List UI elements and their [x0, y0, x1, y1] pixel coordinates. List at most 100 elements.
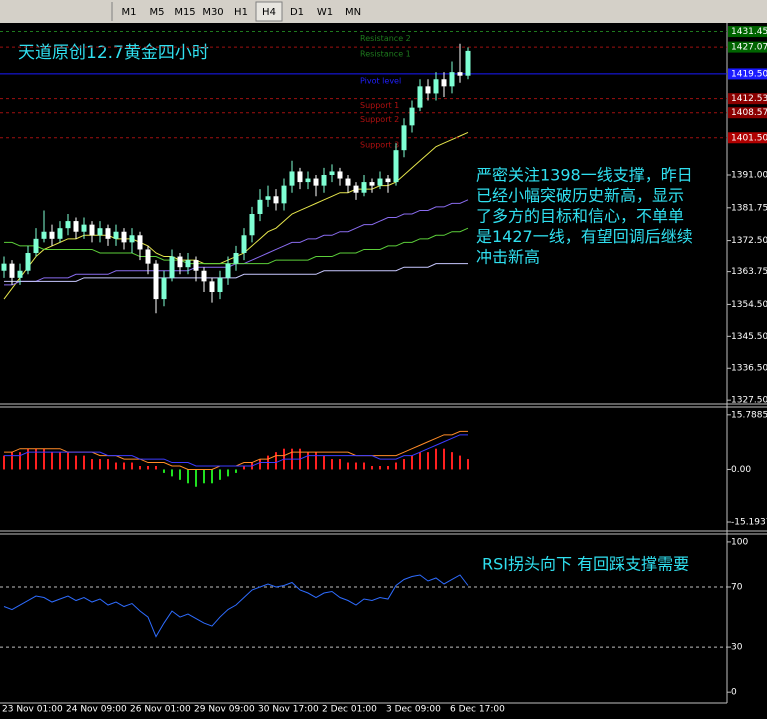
timeframe-label[interactable]: MN — [345, 7, 361, 18]
timeframe-label[interactable]: D1 — [290, 7, 304, 18]
timeframe-label[interactable]: H1 — [234, 7, 248, 18]
y-tick-label: 1372.50 — [731, 236, 767, 246]
histogram-bar — [363, 462, 365, 470]
y-tick-label: 1381.75 — [731, 203, 767, 213]
x-tick-label: 3 Dec 09:00 — [386, 705, 441, 715]
histogram-bar — [75, 455, 77, 470]
timeframe-button[interactable] — [255, 1, 283, 22]
histogram-bar — [323, 455, 325, 470]
histogram-bar — [459, 455, 461, 470]
annotation: 严密关注1398一线支撑，昨日 — [476, 166, 693, 185]
candle-body — [145, 249, 151, 264]
timeframe-button[interactable] — [172, 2, 198, 21]
timeframe-label[interactable]: M15 — [174, 7, 195, 18]
y-tick-label: 0.00 — [731, 465, 751, 475]
histogram-bar — [355, 462, 357, 470]
candle-body — [193, 260, 199, 271]
candle-body — [273, 196, 279, 204]
candle-body — [369, 182, 375, 186]
candle-body — [225, 263, 231, 278]
candle-body — [49, 231, 55, 239]
y-tick-label: 1354.50 — [731, 300, 767, 310]
candle-body — [361, 182, 367, 193]
histogram-bar — [275, 452, 277, 470]
y-tick-label: -15.1937 — [731, 518, 767, 528]
y-tick-label: 30 — [731, 643, 743, 653]
timeframe-label[interactable]: M1 — [122, 7, 137, 18]
x-tick-label: 6 Dec 17:00 — [450, 705, 505, 715]
histogram-bar — [171, 469, 173, 477]
level-value: 1408.57 — [731, 108, 767, 118]
histogram-bar — [403, 459, 405, 470]
candle-body — [25, 253, 31, 271]
candle-body — [305, 178, 311, 183]
level-label: Pivot level — [360, 76, 401, 85]
timeframe-label[interactable]: M5 — [150, 7, 165, 18]
candle-body — [385, 178, 391, 183]
histogram-bar — [19, 452, 21, 470]
level-value: 1427.07 — [731, 43, 767, 53]
timeframe-label[interactable]: M30 — [202, 7, 223, 18]
timeframe-button[interactable] — [116, 2, 142, 21]
histogram-bar — [243, 465, 245, 470]
timeframe-button[interactable] — [312, 2, 338, 21]
candle-body — [153, 263, 159, 300]
histogram-bar — [139, 465, 141, 470]
candle-body — [345, 178, 351, 186]
indicator-line — [3, 574, 469, 638]
candle-body — [121, 231, 127, 243]
histogram-bar — [59, 452, 61, 470]
histogram-bar — [51, 452, 53, 470]
candle-body — [73, 221, 79, 232]
candle-body — [353, 185, 359, 193]
timeframe-label[interactable]: W1 — [317, 7, 333, 18]
candle-body — [401, 125, 407, 151]
level-box — [728, 26, 767, 38]
histogram-bar — [379, 465, 381, 470]
histogram-bar — [187, 469, 189, 484]
timeframe-button[interactable] — [200, 2, 226, 21]
y-tick-label: 100 — [731, 537, 748, 547]
candle-body — [113, 231, 119, 239]
candle-body — [185, 260, 191, 268]
y-tick-label: 0 — [731, 688, 737, 698]
candle-body — [65, 221, 71, 229]
candle-body — [9, 263, 15, 278]
histogram-bar — [307, 452, 309, 470]
timeframe-button[interactable] — [228, 2, 254, 21]
level-label: Resistance 1 — [360, 50, 411, 59]
candle-body — [417, 86, 423, 108]
histogram-bar — [67, 452, 69, 470]
y-tick-label: 1363.75 — [731, 267, 767, 277]
annotation: 已经小幅突破历史新高，显示 — [476, 186, 684, 205]
candle-body — [177, 256, 183, 268]
level-label: Support 3 — [360, 140, 399, 149]
level-value: 1412.53 — [731, 94, 767, 104]
candle-body — [425, 86, 431, 94]
x-tick-label: 2 Dec 01:00 — [322, 705, 377, 715]
histogram-bar — [227, 469, 229, 477]
timeframe-button[interactable] — [284, 2, 310, 21]
candle-body — [433, 79, 439, 94]
candle-body — [441, 79, 447, 87]
candle-body — [233, 253, 239, 264]
x-tick-label: 26 Nov 01:00 — [130, 705, 191, 715]
candle-body — [257, 199, 263, 214]
y-tick-label: 70 — [731, 582, 743, 592]
level-value: 1419.50 — [731, 69, 767, 79]
candle-body — [313, 178, 319, 186]
histogram-bar — [43, 448, 45, 470]
timeframe-button[interactable] — [144, 2, 170, 21]
histogram-bar — [35, 448, 37, 470]
candle-body — [97, 228, 103, 236]
candle-body — [81, 224, 87, 232]
histogram-bar — [339, 459, 341, 470]
toolbar — [0, 0, 767, 23]
y-tick-label: 1391.00 — [731, 170, 767, 180]
timeframe-button[interactable] — [340, 2, 366, 21]
candle-body — [161, 277, 167, 300]
candle-body — [137, 235, 143, 250]
timeframe-label[interactable]: H4 — [262, 7, 276, 18]
histogram-bar — [131, 462, 133, 470]
